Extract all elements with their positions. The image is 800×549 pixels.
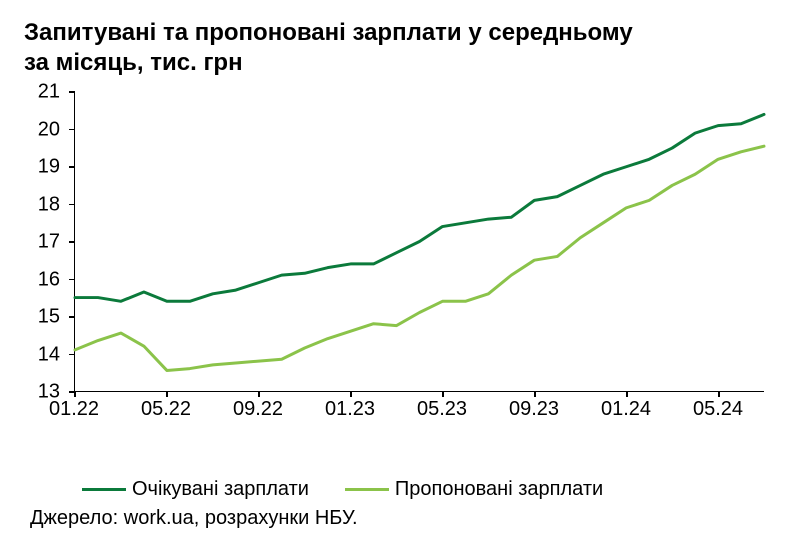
- y-tick: [69, 279, 75, 281]
- legend-label-expected: Очікувані зарплати: [132, 478, 309, 501]
- x-tick: [350, 391, 352, 397]
- x-tick: [258, 391, 260, 397]
- chart-title: Запитувані та пропоновані зарплати у сер…: [24, 18, 776, 78]
- x-tick-label: 09.22: [233, 398, 283, 421]
- chart-title-line1: Запитувані та пропоновані зарплати у сер…: [24, 19, 633, 46]
- line-chart-svg: [75, 92, 764, 391]
- x-tick: [626, 391, 628, 397]
- x-tick: [74, 391, 76, 397]
- legend: Очікувані зарплати Пропоновані зарплати: [24, 478, 776, 501]
- legend-item-offered: Пропоновані зарплати: [345, 478, 603, 501]
- legend-label-offered: Пропоновані зарплати: [395, 478, 603, 501]
- x-tick-label: 05.22: [141, 398, 191, 421]
- x-tick-label: 01.23: [325, 398, 375, 421]
- series-line: [75, 114, 764, 301]
- y-tick: [69, 129, 75, 131]
- legend-swatch-expected: [82, 488, 126, 491]
- x-tick-label: 05.24: [693, 398, 743, 421]
- chart-container: Запитувані та пропоновані зарплати у сер…: [0, 0, 800, 549]
- y-tick-label: 19: [38, 156, 60, 179]
- y-tick: [69, 241, 75, 243]
- x-tick-label: 09.23: [509, 398, 559, 421]
- y-tick: [69, 91, 75, 93]
- x-tick-label: 01.22: [49, 398, 99, 421]
- source-text: Джерело: work.ua, розрахунки НБУ.: [24, 507, 776, 530]
- x-tick-label: 05.23: [417, 398, 467, 421]
- x-tick: [166, 391, 168, 397]
- y-tick-label: 15: [38, 306, 60, 329]
- y-tick-label: 21: [38, 81, 60, 104]
- x-axis-labels: 01.2205.2209.2201.2305.2309.2301.2405.24: [74, 398, 764, 422]
- y-tick-label: 20: [38, 118, 60, 141]
- plot-region: [74, 92, 764, 392]
- y-tick-label: 18: [38, 193, 60, 216]
- legend-item-expected: Очікувані зарплати: [82, 478, 309, 501]
- y-axis-labels: 131415161718192021: [24, 92, 68, 422]
- series-line: [75, 146, 764, 370]
- chart-title-line2: за місяць, тис. грн: [24, 49, 243, 76]
- x-tick-label: 01.24: [601, 398, 651, 421]
- x-tick: [718, 391, 720, 397]
- y-tick-label: 16: [38, 268, 60, 291]
- x-tick: [534, 391, 536, 397]
- y-tick-label: 17: [38, 231, 60, 254]
- chart-area: 131415161718192021 01.2205.2209.2201.230…: [24, 92, 764, 422]
- y-tick: [69, 316, 75, 318]
- y-tick-label: 14: [38, 343, 60, 366]
- legend-swatch-offered: [345, 488, 389, 491]
- x-tick: [442, 391, 444, 397]
- y-tick: [69, 204, 75, 206]
- y-tick: [69, 354, 75, 356]
- y-tick: [69, 166, 75, 168]
